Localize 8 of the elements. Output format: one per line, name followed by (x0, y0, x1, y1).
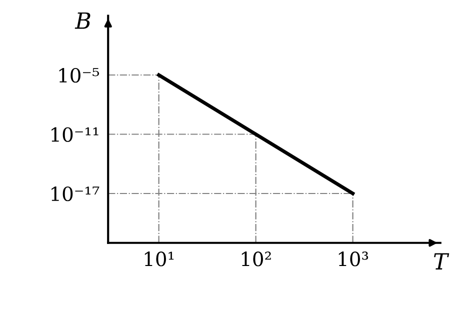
x-tick-label: 10¹ (144, 252, 174, 266)
x-tick-label: 10² (242, 252, 271, 266)
x-axis-title: T (434, 253, 450, 270)
x-tick-label: 10³ (338, 252, 368, 266)
y-tick-label: 10⁻¹¹ (52, 127, 98, 142)
y-tick-label: 10⁻¹⁷ (52, 186, 100, 202)
y-axis-title: B (74, 12, 90, 29)
y-tick-label: 10⁻⁵ (59, 68, 100, 83)
